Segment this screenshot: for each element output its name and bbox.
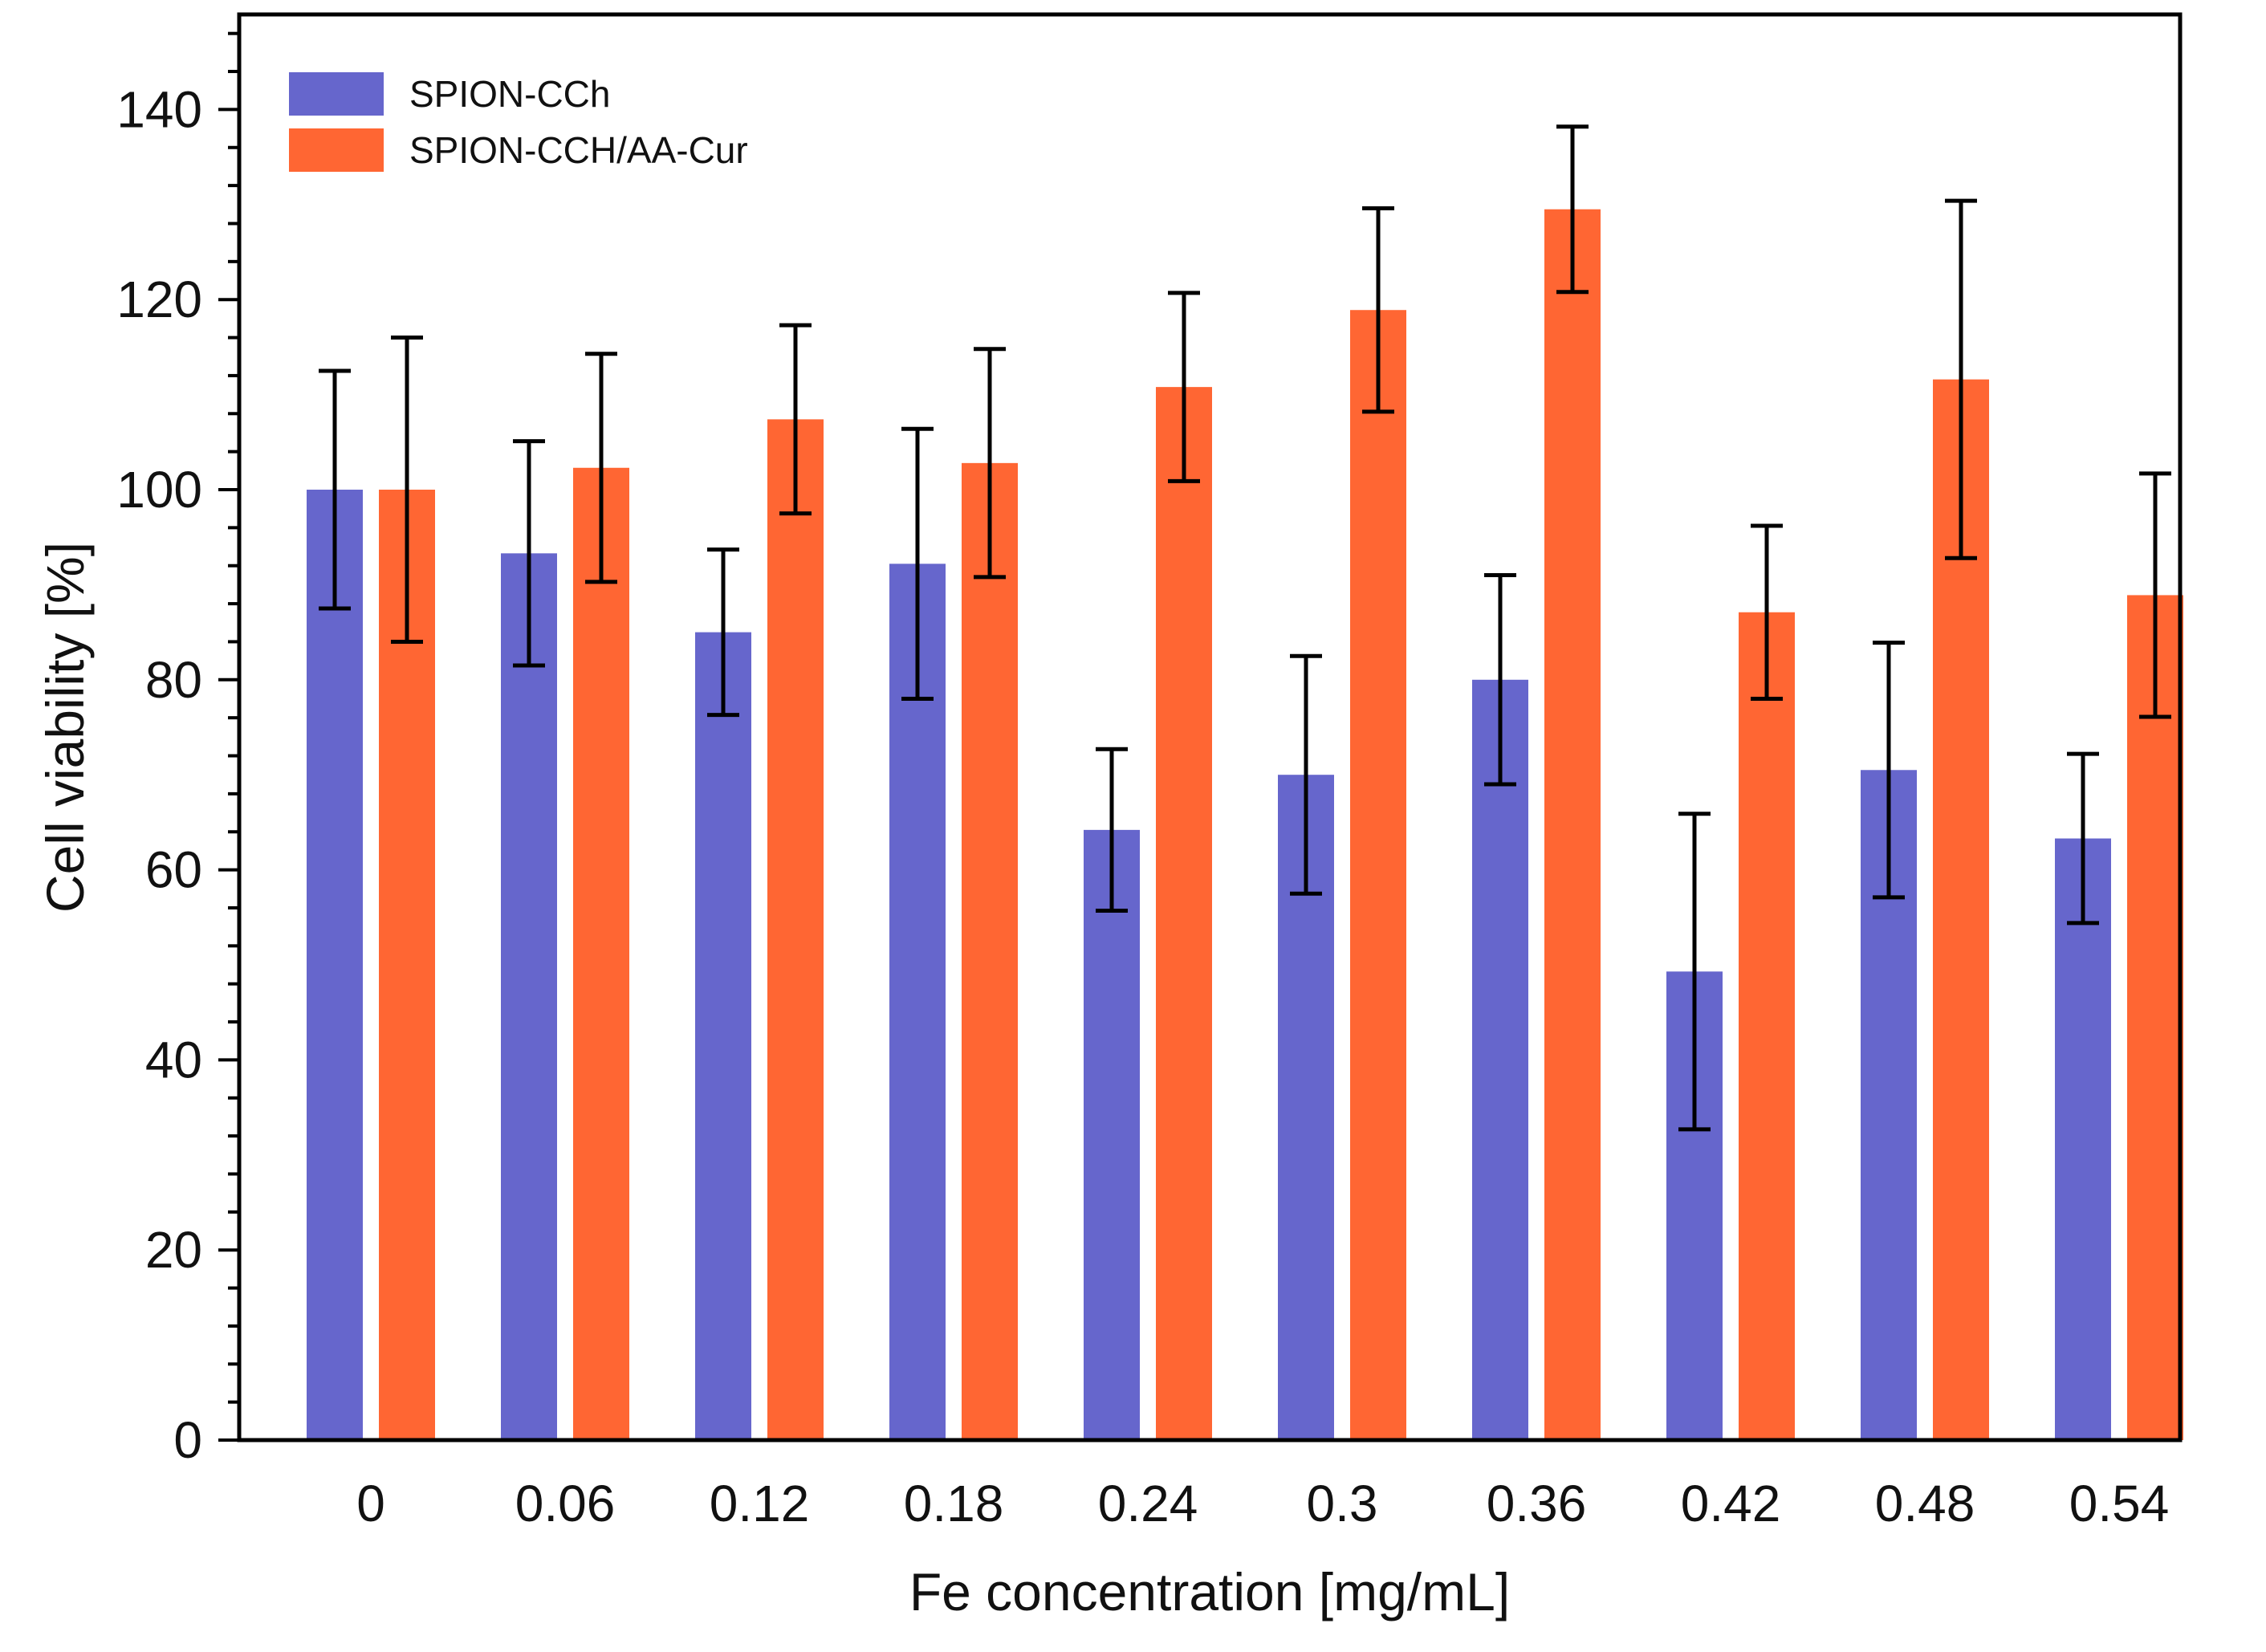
legend: SPION-CCh SPION-CCH/AA-Cur (289, 72, 748, 172)
y-tick-label: 40 (145, 1031, 202, 1088)
x-tick-label: 0.12 (710, 1475, 810, 1532)
x-tick-label: 0.42 (1681, 1475, 1781, 1532)
x-tick-label: 0.54 (2069, 1475, 2170, 1532)
bar-s0-4 (1084, 829, 1140, 1440)
error-bar-s0-0 (319, 368, 351, 611)
plot-frame (237, 12, 2183, 1442)
bar-s0-3 (889, 564, 946, 1440)
error-bar-s0-9 (2067, 751, 2099, 926)
error-bar-s1-1 (585, 352, 617, 584)
error-bar-s1-0 (391, 336, 423, 644)
error-bar-s1-2 (779, 323, 812, 516)
error-bar-s0-5 (1290, 653, 1322, 896)
error-bars-layer (319, 124, 2171, 1132)
bar-s0-9 (2055, 838, 2111, 1440)
y-tick-label: 20 (145, 1221, 202, 1279)
bar-s1-7 (1739, 612, 1795, 1440)
y-tick-label: 120 (116, 271, 202, 328)
x-tick-label: 0.3 (1307, 1475, 1378, 1532)
error-bar-s0-3 (901, 426, 934, 701)
x-tick-label: 0.24 (1098, 1475, 1198, 1532)
x-tick-label: 0.06 (515, 1475, 616, 1532)
error-bar-s0-6 (1484, 573, 1516, 787)
error-bar-s1-8 (1945, 198, 1977, 560)
bar-s0-0 (307, 490, 363, 1440)
error-bar-s0-1 (513, 439, 545, 668)
error-bar-s1-3 (974, 347, 1006, 580)
error-bar-s1-4 (1168, 291, 1200, 483)
bar-s0-2 (695, 632, 751, 1440)
bar-s1-3 (962, 462, 1018, 1440)
legend-label-spion-cch-aa-cur: SPION-CCH/AA-Cur (409, 129, 748, 171)
y-tick-label: 0 (173, 1411, 202, 1469)
x-tick-label: 0.48 (1875, 1475, 1975, 1532)
y-axis-title: Cell viability [%] (35, 542, 95, 913)
y-tick-label: 60 (145, 841, 202, 899)
bar-s1-1 (573, 467, 629, 1440)
x-tick-label: 0.18 (904, 1475, 1004, 1532)
y-tick-label: 140 (116, 80, 202, 138)
y-axis-ticks: 0 20 40 60 80 100 120 140 (116, 31, 239, 1469)
x-tick-label: 0.36 (1487, 1475, 1587, 1532)
bars-layer (307, 209, 2183, 1441)
error-bar-s0-7 (1678, 812, 1711, 1132)
legend-swatch-spion-cch-aa-cur (289, 128, 384, 172)
error-bar-s1-5 (1362, 206, 1394, 414)
bar-s0-1 (501, 553, 557, 1440)
x-tick-label: 0 (356, 1475, 385, 1532)
bar-s1-0 (379, 490, 435, 1440)
x-axis-title: Fe concentration [mg/mL] (909, 1562, 1510, 1621)
x-axis-ticks: 0 0.06 0.12 0.18 0.24 0.3 0.36 0.42 0.48 0.54 (356, 1475, 2169, 1532)
bar-s0-6 (1472, 679, 1528, 1440)
error-bar-s1-7 (1751, 523, 1783, 701)
y-tick-label: 80 (145, 651, 202, 709)
error-bar-s0-2 (707, 547, 739, 718)
legend-label-spion-cch: SPION-CCh (409, 73, 610, 115)
error-bar-s0-8 (1873, 641, 1905, 900)
bar-s1-2 (767, 419, 824, 1440)
bar-s1-4 (1156, 387, 1212, 1441)
error-bar-s1-6 (1556, 124, 1589, 295)
error-bar-s0-4 (1096, 747, 1128, 913)
legend-swatch-spion-cch (289, 72, 384, 116)
error-bar-s1-9 (2139, 471, 2171, 719)
y-tick-label: 100 (116, 461, 202, 519)
bar-s1-9 (2127, 595, 2183, 1440)
bar-s1-5 (1350, 310, 1406, 1440)
bar-s1-6 (1544, 209, 1601, 1441)
